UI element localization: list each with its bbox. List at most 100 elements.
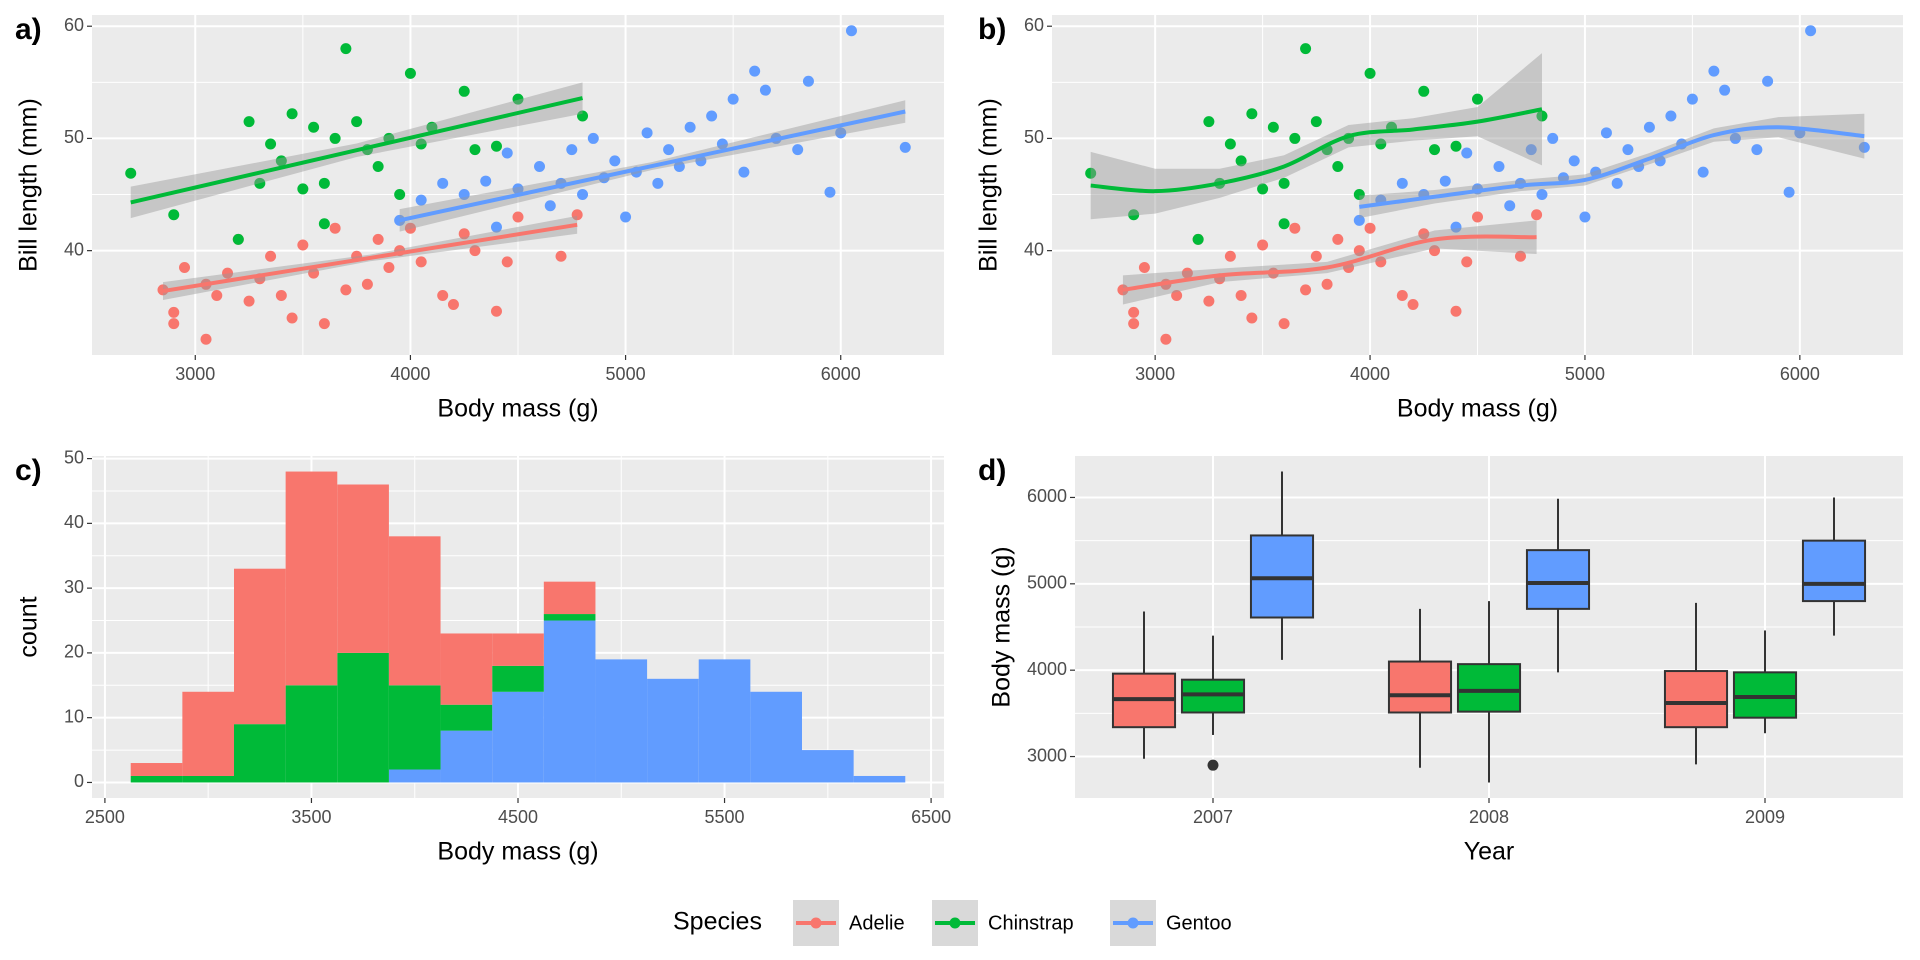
point xyxy=(1805,25,1817,37)
point xyxy=(1353,189,1365,201)
x-axis-title: Body mass (g) xyxy=(437,838,598,866)
x-axis-title: Body mass (g) xyxy=(1397,395,1558,423)
x-tick-label: 3000 xyxy=(175,364,215,384)
x-axis-title: Body mass (g) xyxy=(437,395,598,423)
point xyxy=(1719,84,1731,96)
point xyxy=(340,284,352,296)
point xyxy=(1192,233,1204,245)
point xyxy=(1472,93,1483,105)
panel-tag: c) xyxy=(15,454,42,487)
point xyxy=(652,177,664,189)
point xyxy=(684,121,696,133)
point xyxy=(749,65,761,77)
point xyxy=(1278,177,1290,189)
point xyxy=(609,155,621,167)
legend-point xyxy=(810,917,822,929)
point xyxy=(1396,177,1408,189)
point xyxy=(415,138,427,150)
point xyxy=(1364,222,1376,234)
y-axis-title: Body mass (g) xyxy=(988,546,1016,707)
panel: 3000 4000 5000 6000 Year Body mass (g) d) 2007 2… xyxy=(978,454,1903,866)
panel-tag: d) xyxy=(978,454,1006,487)
point xyxy=(1353,245,1365,257)
point xyxy=(1622,144,1634,156)
point xyxy=(1300,284,1312,296)
x-tick-label: 2008 xyxy=(1469,807,1509,827)
point xyxy=(275,155,287,167)
bar xyxy=(853,775,906,783)
y-tick-label: 10 xyxy=(64,706,84,726)
point xyxy=(1493,160,1505,172)
y-tick-label: 0 xyxy=(74,771,84,791)
point xyxy=(286,312,298,324)
point xyxy=(673,160,685,172)
bar xyxy=(595,659,648,783)
bar xyxy=(337,484,389,653)
point xyxy=(759,84,771,96)
point xyxy=(372,233,384,245)
y-tick-label: 50 xyxy=(64,447,84,467)
point xyxy=(1128,318,1140,330)
point xyxy=(265,250,277,262)
y-axis-title: Bill length (mm) xyxy=(975,98,1003,272)
point xyxy=(1557,172,1569,184)
point xyxy=(458,228,470,240)
bar xyxy=(182,691,234,776)
point xyxy=(620,211,632,223)
point xyxy=(297,183,309,195)
point xyxy=(1332,160,1344,172)
point xyxy=(1085,167,1097,179)
bar xyxy=(182,775,234,783)
point xyxy=(1138,261,1150,273)
point xyxy=(1128,209,1140,221)
bar xyxy=(234,568,286,725)
point xyxy=(1310,250,1322,262)
point xyxy=(1858,141,1870,153)
point xyxy=(1461,256,1473,268)
bar xyxy=(440,704,493,731)
y-tick-label: 50 xyxy=(64,127,84,147)
legend-title: Species xyxy=(673,908,762,936)
point xyxy=(490,221,502,233)
point xyxy=(232,233,244,245)
point xyxy=(1203,295,1215,307)
point xyxy=(1267,121,1279,133)
point xyxy=(1171,290,1183,302)
box xyxy=(1801,539,1867,603)
point xyxy=(351,116,363,128)
point xyxy=(1686,93,1698,105)
point xyxy=(1364,67,1376,79)
point xyxy=(1181,267,1193,279)
point xyxy=(243,295,255,307)
point xyxy=(458,85,470,97)
fit-line xyxy=(399,109,906,223)
point xyxy=(577,110,589,122)
point xyxy=(1321,278,1333,290)
point xyxy=(1643,121,1655,133)
point xyxy=(415,194,427,206)
y-axis-title: Bill length (mm) xyxy=(15,98,43,272)
point xyxy=(1300,43,1312,55)
point xyxy=(738,166,750,178)
panel: 0 10 20 30 40 50 2500 3500 4500 5500 6500 Body mass… xyxy=(15,447,952,865)
point xyxy=(469,144,481,156)
point xyxy=(845,25,857,37)
point xyxy=(1128,306,1140,318)
point xyxy=(1762,75,1774,87)
x-tick-label: 6000 xyxy=(1780,364,1820,384)
point xyxy=(265,138,277,150)
point xyxy=(641,127,653,139)
legend-point xyxy=(949,917,961,929)
bar xyxy=(647,678,699,783)
point xyxy=(571,209,583,221)
panel: 40 50 60 3000 4000 5000 6000 Body mass (g) Bill … xyxy=(975,13,1903,423)
x-tick-label: 2500 xyxy=(85,807,125,827)
bar xyxy=(388,536,441,686)
y-axis-title: count xyxy=(15,596,43,657)
point xyxy=(706,110,718,122)
y-tick-label: 30 xyxy=(64,577,84,597)
x-tick-label: 4000 xyxy=(1350,364,1390,384)
point xyxy=(1160,333,1172,345)
point xyxy=(200,333,212,345)
